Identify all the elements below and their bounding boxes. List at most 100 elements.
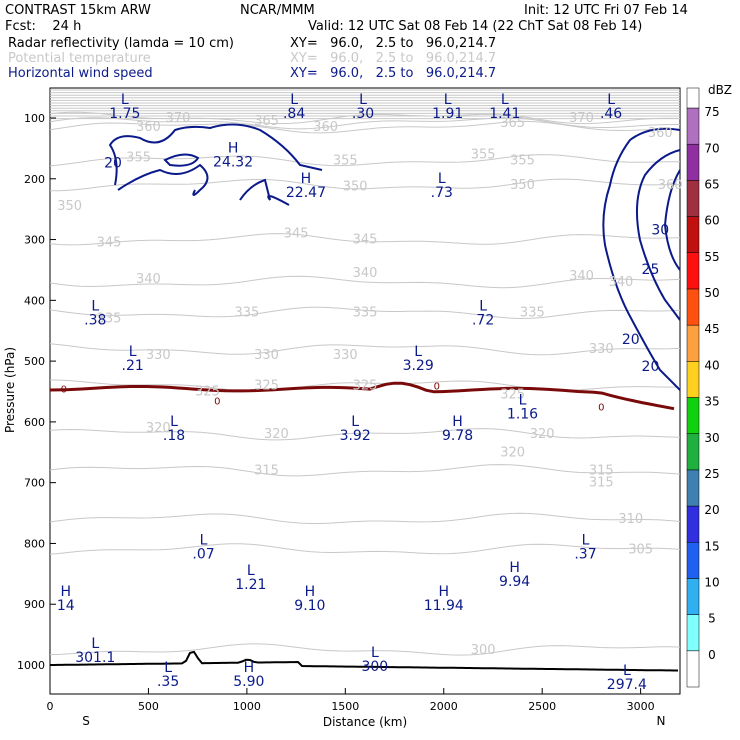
colorbar-swatch (686, 361, 700, 398)
theta-contour-label: 335 (353, 305, 378, 320)
wind-contour-line (117, 163, 209, 196)
forecast-hour: Fcst: 24 h (5, 19, 82, 34)
colorbar-swatch (686, 650, 700, 688)
extrema-marker: L (247, 563, 255, 579)
chart-title: CONTRAST 15km ARW (5, 3, 151, 18)
colorbar-label: 50 (704, 286, 719, 300)
terrain (50, 650, 678, 672)
colorbar-label: 75 (704, 105, 719, 119)
theta-contour-label: 325 (500, 388, 525, 403)
x-tick-label: 0 (47, 700, 54, 713)
x-tick-label: 3000 (627, 700, 655, 713)
theta-contour-label: 340 (609, 275, 634, 290)
extrema-marker: H (244, 660, 255, 676)
extrema-value: .30 (352, 106, 374, 122)
theta-contour-line (49, 154, 680, 167)
x-axis-label: Distance (km) (323, 715, 407, 729)
theta-contour-label: 320 (530, 427, 555, 442)
x-tick-label: 2500 (528, 700, 556, 713)
theta-contour-label: 315 (254, 464, 279, 479)
field-wind: Horizontal wind speed (8, 66, 153, 81)
extrema-value: 22.47 (286, 185, 326, 201)
theta-contour-label: 320 (500, 445, 525, 460)
colorbar-label: 40 (704, 358, 719, 372)
extrema-value: .72 (472, 312, 494, 328)
theta-contour-line (49, 275, 681, 289)
colorbar-swatch (686, 180, 700, 217)
axes: 0 500 1000 1500 2000 2500 30001002003004005006… (17, 112, 655, 713)
extrema-value: .18 (163, 428, 185, 444)
wind-contour-line (602, 127, 681, 391)
extrema-marker: L (519, 393, 527, 409)
wind-contour-line (108, 123, 323, 186)
extrema-marker: H (452, 414, 463, 430)
wind-contour-line (636, 149, 681, 321)
extrema-marker: L (623, 663, 631, 679)
colorbar-swatch (686, 433, 700, 471)
field-theta-xy: XY= 96.0, 2.5 to 96.0,214.7 (290, 51, 497, 66)
theta-contour-label: 310 (618, 512, 643, 527)
theta-contour-label: 330 (589, 342, 614, 357)
extrema-value: .21 (122, 358, 144, 374)
extrema-value: 1.91 (432, 106, 463, 122)
terrain-line (50, 650, 678, 672)
extrema-marker: H (60, 584, 71, 600)
colorbar-label: 70 (704, 141, 719, 155)
y-tick-label: 400 (24, 294, 45, 307)
colorbar-label: 45 (704, 322, 719, 336)
x-tick-label: 1500 (331, 700, 359, 713)
extrema-value: .38 (84, 312, 106, 328)
extrema-marker: L (438, 171, 446, 187)
valid-time: Valid: 12 UTC Sat 08 Feb 14 (22 ChT Sat … (308, 19, 643, 34)
y-tick-label: 800 (24, 537, 45, 550)
extrema-value: .84 (283, 106, 305, 122)
theta-contour-label: 315 (589, 464, 614, 479)
extrema-marker: H (228, 140, 239, 156)
theta-contour-label: 325 (353, 378, 378, 393)
extrema-marker: L (164, 660, 172, 676)
y-tick-label: 500 (24, 355, 45, 368)
theta-contour-label: 360 (313, 120, 338, 135)
init-time: Init: 12 UTC Fri 07 Feb 14 (524, 3, 688, 18)
theta-contour-label: 355 (510, 154, 535, 169)
y-tick-label: 600 (24, 416, 45, 429)
theta-contour-label: 335 (520, 305, 545, 320)
extrema-value: 1.21 (235, 577, 266, 593)
theta-contour-label: 350 (343, 180, 368, 195)
extrema-marker: L (170, 414, 178, 430)
extrema-marker: L (607, 92, 615, 108)
colorbar-swatch (686, 614, 700, 652)
extrema-value: 9.94 (499, 574, 530, 590)
theta-contour-line (49, 464, 681, 477)
theta-contour-line (49, 512, 681, 524)
theta-contour-line (49, 233, 681, 246)
extrema-marker: L (371, 645, 379, 661)
field-reflectivity-xy: XY= 96.0, 2.5 to 96.0,214.7 (290, 36, 497, 51)
zero-line-label: 0 (61, 384, 67, 395)
colorbar-swatch (686, 505, 700, 543)
field-wind-xy: XY= 96.0, 2.5 to 96.0,214.7 (290, 66, 497, 81)
theta-contour-label: 330 (254, 348, 279, 363)
colorbar-label: 5 (708, 612, 716, 626)
zero-line-label: 0 (598, 403, 604, 414)
wind-contour-line (163, 153, 200, 167)
colorbar-swatch (686, 469, 700, 507)
colorbar-cap (686, 87, 700, 109)
colorbar-label: 0 (708, 648, 716, 662)
y-tick-label: 1000 (17, 659, 45, 672)
theta-contour-label: 360 (136, 120, 161, 135)
x-tick-label: 1000 (233, 700, 261, 713)
theta-contour-label: 320 (264, 427, 289, 442)
colorbar-label: 25 (704, 467, 719, 481)
extrema-value: 1.41 (489, 106, 520, 122)
theta-contour-label: 315 (589, 476, 614, 491)
y-tick-label: 700 (24, 477, 45, 490)
theta-contour-label: 335 (234, 305, 259, 320)
wind-contour-label: 20 (642, 359, 660, 375)
colorbar-swatch (686, 216, 700, 253)
wind-contour-label: 20 (622, 332, 640, 348)
theta-contour-label: 360 (648, 126, 673, 141)
theta-contour-label: 345 (353, 233, 378, 248)
extrema-value: 301.1 (75, 650, 115, 666)
